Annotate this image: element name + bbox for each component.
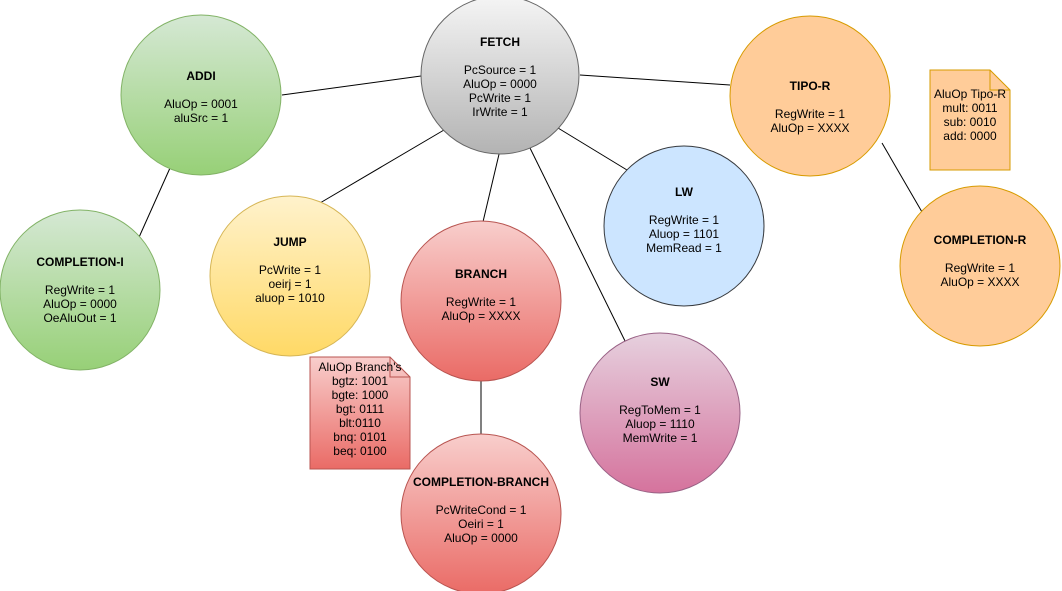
edge-addi-completion-i	[135, 167, 171, 245]
note-branch-line-3: bgte: 1000	[332, 388, 389, 402]
state-sw-line-3: MemWrite = 1	[623, 431, 698, 445]
state-jump-line-1: PcWrite = 1	[259, 263, 321, 277]
state-fetch-line-4: IrWrite = 1	[472, 105, 528, 119]
edge-fetch-tipo-r	[579, 74, 731, 86]
state-completion-branch-line-3: AluOp = 0000	[444, 531, 518, 545]
note-branch-line-1: AluOp Branch's	[319, 360, 402, 374]
note-branch-line-7: beq: 0100	[333, 444, 387, 458]
state-addi[interactable]: ADDI AluOp = 0001 aluSrc = 1	[120, 14, 282, 176]
state-sw-title: SW	[650, 375, 670, 389]
state-fetch-line-1: PcSource = 1	[464, 63, 537, 77]
note-tipo-r-line-4: add: 0000	[943, 129, 997, 143]
state-branch-line-2: AluOp = XXXX	[441, 309, 520, 323]
state-tipo-r-line-1: RegWrite = 1	[775, 107, 845, 121]
state-branch-line-1: RegWrite = 1	[446, 295, 516, 309]
state-sw-line-1: RegToMem = 1	[619, 403, 701, 417]
note-branch-line-2: bgtz: 1001	[332, 374, 388, 388]
state-completion-branch[interactable]: COMPLETION-BRANCH PcWriteCond = 1 Oeiri …	[400, 433, 562, 591]
state-completion-i-line-2: AluOp = 0000	[43, 297, 117, 311]
edge-fetch-sw	[529, 147, 628, 346]
state-tipo-r[interactable]: TIPO-R RegWrite = 1 AluOp = XXXX	[729, 15, 891, 177]
edge-fetch-branch	[481, 149, 501, 227]
note-branch-line-6: bnq: 0101	[333, 430, 387, 444]
state-lw-title: LW	[675, 185, 694, 199]
state-lw[interactable]: LW RegWrite = 1 Aluop = 1101 MemRead = 1	[603, 145, 765, 307]
state-completion-i-line-1: RegWrite = 1	[45, 283, 115, 297]
state-tipo-r-title: TIPO-R	[790, 79, 831, 93]
state-fetch-line-3: PcWrite = 1	[469, 91, 531, 105]
state-completion-r-line-1: RegWrite = 1	[945, 261, 1015, 275]
state-branch-title: BRANCH	[455, 267, 507, 281]
state-completion-branch-title: COMPLETION-BRANCH	[413, 475, 549, 489]
state-completion-i[interactable]: COMPLETION-I RegWrite = 1 AluOp = 0000 O…	[0, 209, 161, 371]
state-completion-r-line-2: AluOp = XXXX	[940, 275, 1019, 289]
note-tipo-r-line-1: AluOp Tipo-R	[934, 87, 1006, 101]
state-jump-line-2: oeirj = 1	[268, 277, 311, 291]
state-fetch-title: FETCH	[480, 35, 520, 49]
state-completion-r-title: COMPLETION-R	[934, 233, 1027, 247]
state-lw-line-1: RegWrite = 1	[649, 213, 719, 227]
state-tipo-r-line-2: AluOp = XXXX	[770, 121, 849, 135]
edge-fetch-addi	[281, 75, 422, 96]
state-sw-line-2: Aluop = 1110	[625, 417, 695, 431]
state-addi-title: ADDI	[186, 69, 215, 83]
state-fetch-line-2: AluOp = 0000	[463, 77, 537, 91]
state-jump[interactable]: JUMP PcWrite = 1 oeirj = 1 aluop = 1010	[209, 195, 371, 357]
note-branch-line-5: blt:0110	[339, 416, 381, 430]
edge-fetch-jump	[319, 129, 445, 204]
note-branch-line-4: bgt: 0111	[336, 402, 385, 416]
state-completion-i-title: COMPLETION-I	[36, 255, 123, 269]
state-lw-line-2: Aluop = 1101	[649, 227, 719, 241]
state-jump-line-3: aluop = 1010	[255, 291, 325, 305]
state-completion-branch-line-2: Oeiri = 1	[458, 517, 504, 531]
note-branch[interactable]: AluOp Branch's bgtz: 1001 bgte: 1000 bgt…	[309, 356, 411, 470]
note-tipo-r[interactable]: AluOp Tipo-R mult: 0011 sub: 0010 add: 0…	[929, 69, 1011, 171]
state-fetch[interactable]: FETCH PcSource = 1 AluOp = 0000 PcWrite …	[420, 0, 580, 155]
state-addi-line-2: aluSrc = 1	[174, 111, 229, 125]
state-sw[interactable]: SW RegToMem = 1 Aluop = 1110 MemWrite = …	[579, 332, 741, 494]
note-tipo-r-line-3: sub: 0010	[944, 115, 997, 129]
edge-fetch-lw	[557, 127, 628, 171]
edges	[135, 74, 923, 441]
state-completion-branch-line-1: PcWriteCond = 1	[436, 503, 527, 517]
state-completion-i-line-3: OeAluOut = 1	[43, 311, 116, 325]
state-addi-line-1: AluOp = 0001	[164, 97, 238, 111]
edge-tipo-r-completion-r	[881, 142, 923, 213]
state-branch[interactable]: BRANCH RegWrite = 1 AluOp = XXXX	[400, 220, 562, 382]
state-lw-line-3: MemRead = 1	[646, 241, 722, 255]
note-tipo-r-line-2: mult: 0011	[942, 101, 997, 115]
state-jump-title: JUMP	[273, 235, 306, 249]
state-completion-r[interactable]: COMPLETION-R RegWrite = 1 AluOp = XXXX	[899, 185, 1061, 347]
